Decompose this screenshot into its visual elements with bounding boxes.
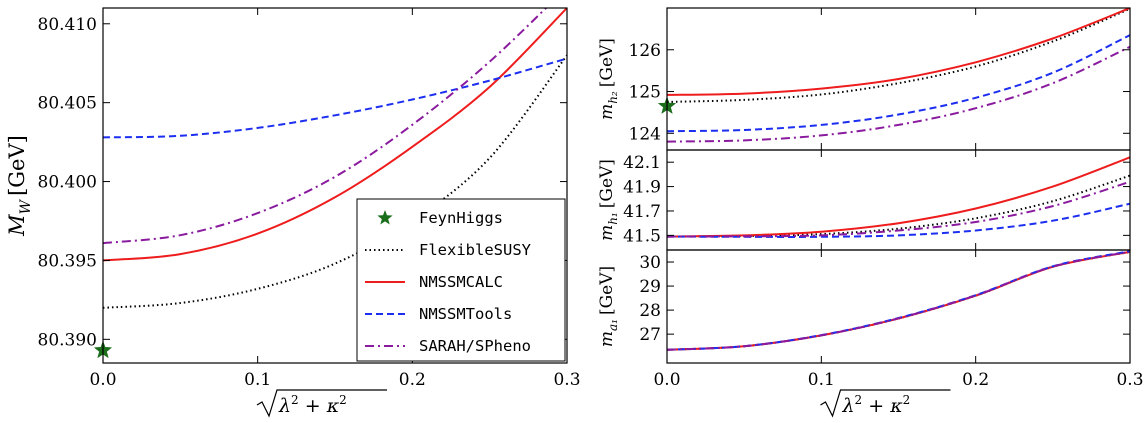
y-tick-label: 30 [639,253,661,273]
y-tick-label: 125 [629,83,661,103]
nmssmcalc-line-panel-3 [667,156,1130,238]
x-axis-label-panel-1: λ2 + κ2 [256,389,387,418]
y-tick-label: 80.395 [38,251,97,271]
sarah-spheno-line-panel-3 [667,180,1130,238]
flexiblesusy-line-panel-2 [667,8,1130,103]
nmssmtools-line-panel-4 [667,250,1130,351]
legend-entry-label: SARAH/SPheno [419,337,531,355]
y-tick-label: 80.410 [38,15,97,35]
y-tick-label: 80.390 [38,330,97,350]
nmssmcalc-line-panel-4 [667,250,1130,351]
nmssmcalc-line-panel-2 [667,8,1130,96]
svg-text:λ2 + κ2: λ2 + κ2 [278,393,347,417]
nmssmtools-line-panel-2 [667,34,1130,133]
nmssmcalc-line-panel-1 [103,8,567,262]
y-axis-label-panel-1: MW[GeV] [5,135,34,237]
x-tick-label: 0.2 [399,370,426,390]
flexiblesusy-line-panel-4 [667,250,1130,351]
sarah-spheno-line-panel-4 [667,250,1130,351]
y-tick-label: 27 [639,325,661,345]
y-axis-label-panel-3: mh₁[GeV] [597,159,620,241]
legend: FeynHiggs FlexibleSUSY NMSSMCALC NMSSMTools… [356,198,566,362]
y-tick-label: 29 [639,277,661,297]
plot-frame-panel-4 [666,249,1131,364]
y-axis-label-panel-2: mh₂[GeV] [597,38,620,120]
y-axis-label-panel-4: ma₁[GeV] [597,266,620,347]
x-tick-label: 0.1 [244,370,271,390]
y-tick-label: 126 [629,41,661,61]
y-tick-label: 80.405 [38,94,97,114]
sarah-spheno-line-panel-1 [103,8,548,245]
x-tick-label: 0.0 [653,370,680,390]
legend-entry-label: NMSSMCALC [419,273,503,291]
nmssmtools-line-panel-3 [667,202,1130,238]
x-tick-label: 0.1 [808,370,835,390]
y-tick-label: 41.9 [623,178,661,198]
legend-entry-label: NMSSMTools [419,305,512,323]
svg-text:λ2 + κ2: λ2 + κ2 [842,393,911,417]
y-tick-label: 42.1 [623,153,661,173]
y-tick-label: 41.7 [623,202,661,222]
legend-entry-label: FlexibleSUSY [419,241,532,259]
x-tick-label: 0.3 [1116,370,1143,390]
legend-entry-label: FeynHiggs [419,209,503,227]
plot-frame-panel-1 [102,7,568,364]
x-axis-label-panel-4: λ2 + κ2 [820,389,951,418]
y-tick-label: 41.5 [623,226,661,246]
x-tick-label: 0.3 [553,370,580,390]
x-tick-label: 0.2 [962,370,989,390]
nmssmtools-line-panel-1 [103,57,567,139]
x-tick-label: 0.0 [89,370,116,390]
legend-star-icon [377,210,393,225]
y-tick-label: 124 [629,124,661,144]
sarah-spheno-line-panel-2 [667,45,1130,143]
y-tick-label: 80.400 [38,173,97,193]
y-tick-label: 28 [639,301,661,321]
